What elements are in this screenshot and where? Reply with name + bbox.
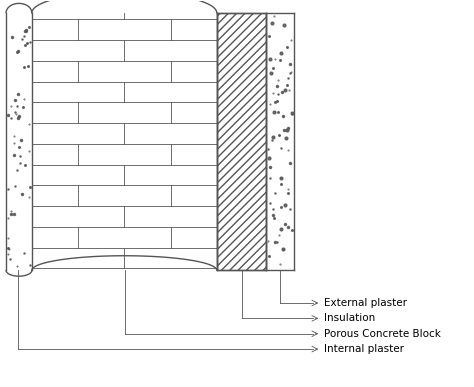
Text: Porous Concrete Block: Porous Concrete Block (325, 329, 441, 339)
Text: Internal plaster: Internal plaster (325, 344, 404, 354)
Text: Insulation: Insulation (325, 313, 376, 324)
Text: External plaster: External plaster (325, 298, 408, 308)
Polygon shape (217, 13, 266, 271)
